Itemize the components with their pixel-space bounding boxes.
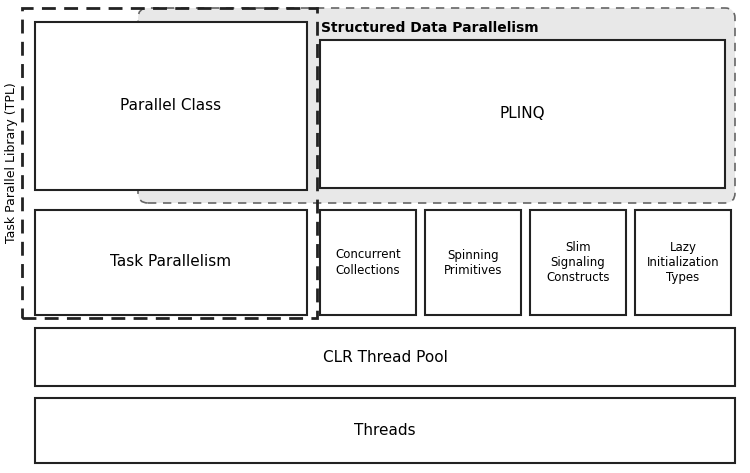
Text: Task Parallel Library (TPL): Task Parallel Library (TPL) <box>5 83 19 244</box>
FancyBboxPatch shape <box>138 8 735 203</box>
Text: Lazy
Initialization
Types: Lazy Initialization Types <box>646 241 719 284</box>
Bar <box>320 40 725 188</box>
Text: CLR Thread Pool: CLR Thread Pool <box>322 350 448 365</box>
Text: Structured Data Parallelism: Structured Data Parallelism <box>321 21 538 35</box>
Text: PLINQ: PLINQ <box>500 106 544 122</box>
Bar <box>635 210 731 315</box>
Text: Threads: Threads <box>354 422 416 438</box>
Text: Spinning
Primitives: Spinning Primitives <box>444 248 503 277</box>
Bar <box>35 210 307 315</box>
Text: Task Parallelism: Task Parallelism <box>110 254 232 270</box>
Bar <box>22 8 317 318</box>
Text: Concurrent
Collections: Concurrent Collections <box>335 248 400 277</box>
Bar <box>35 398 735 463</box>
Bar <box>35 328 735 386</box>
Bar <box>530 210 626 315</box>
Bar <box>425 210 521 315</box>
Text: Slim
Signaling
Constructs: Slim Signaling Constructs <box>546 241 610 284</box>
Bar <box>35 22 307 190</box>
Bar <box>320 210 416 315</box>
Text: Parallel Class: Parallel Class <box>121 98 221 114</box>
